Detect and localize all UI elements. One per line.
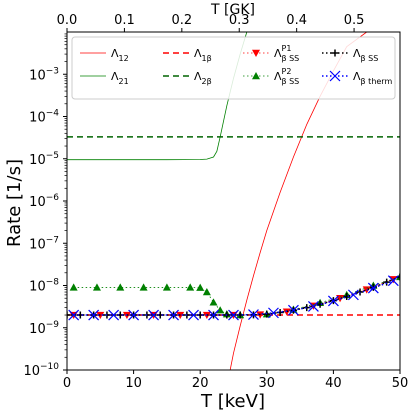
legend-item-LSS: Λβ SS: [322, 47, 378, 63]
legend-label-L21: Λ21: [111, 70, 129, 86]
legend-item-LP1: ΛP1 β SS: [243, 44, 299, 63]
point-LP2: [162, 283, 171, 291]
x-tick-label: 30: [259, 376, 276, 391]
x-tick-label: 50: [392, 376, 409, 391]
point-LP2: [216, 306, 225, 314]
legend-item-LP2: ΛP2 β SS: [243, 67, 299, 86]
top-x-axis-title: T [GK]: [210, 2, 255, 18]
series-group: [67, 32, 400, 370]
x-tick-label: 40: [325, 376, 342, 391]
point-Lth: [68, 309, 80, 321]
point-LP2: [186, 283, 195, 291]
point-Lth: [108, 309, 120, 321]
point-Lth: [248, 309, 259, 321]
point-LP2: [69, 283, 78, 291]
point-LP2: [196, 283, 205, 291]
legend-label-L12: Λ12: [111, 47, 129, 63]
point-LSS: [67, 311, 71, 319]
point-Lth: [188, 309, 199, 321]
series-line-Lth: [73, 279, 394, 316]
point-LP1: [282, 308, 291, 316]
legend-label-L2b: Λ2β: [194, 70, 212, 86]
y-tick-label: 10−3: [29, 66, 59, 83]
point-Lth: [347, 289, 359, 301]
top-x-tick-label: 0.4: [286, 13, 307, 28]
point-Lth: [327, 295, 339, 307]
point-Lth: [208, 309, 219, 321]
x-axis-title: T [keV]: [200, 391, 265, 412]
legend-label-Lth: Λβ therm: [353, 70, 392, 86]
series-line-LP2: [73, 276, 400, 316]
y-tick-label: 10−9: [29, 320, 59, 337]
legend-marker-LP1: [252, 49, 260, 57]
point-Lth: [228, 309, 239, 321]
legend-box: [71, 36, 396, 100]
y-tick-label: 10−5: [29, 151, 59, 168]
y-tick-label: 10−7: [29, 235, 59, 252]
point-Lth: [288, 304, 299, 316]
legend-label-LSS: Λβ SS: [353, 47, 378, 63]
legend-item-L1b: Λ1β: [163, 47, 212, 63]
point-LP2: [92, 283, 101, 291]
point-Lth: [387, 275, 399, 287]
plot-area: [67, 32, 400, 370]
legend-marker-Lth: [329, 70, 341, 82]
point-Lth: [128, 309, 140, 321]
legend-marker-LSS: [331, 49, 339, 57]
point-Lth: [307, 300, 319, 312]
point-Lth: [268, 307, 279, 319]
y-tick-label: 10−10: [23, 362, 59, 379]
legend-label-LP2: ΛP2 β SS: [274, 67, 299, 86]
y-axis-title: Rate [1/s]: [4, 159, 25, 247]
legend-item-L2b: Λ2β: [163, 70, 212, 86]
point-LSS: [303, 304, 311, 312]
axes: 0 10 20 30 40 50 0.0 0.1 0.2 0.3 0.4 0.5 10−10 10−9 10…: [23, 13, 408, 391]
legend-label-LP1: ΛP1 β SS: [274, 44, 299, 63]
point-Lth: [367, 282, 379, 294]
legend-item-Lth: Λβ therm: [322, 70, 392, 86]
x-tick-label: 0: [63, 376, 71, 391]
y-tick-label: 10−4: [29, 109, 59, 126]
point-LP2: [202, 288, 211, 296]
legend-marker-LP2: [252, 72, 260, 80]
point-LSS: [383, 278, 391, 286]
point-LP2: [116, 283, 125, 291]
legend-item-L12: Λ12: [80, 47, 129, 63]
top-x-tick-label: 0.5: [344, 13, 365, 28]
y-tick-label: 10−6: [29, 193, 59, 210]
legend-item-L21: Λ21: [80, 70, 129, 86]
series-Lth: [68, 275, 399, 321]
x-tick-label: 20: [192, 376, 209, 391]
point-LP2: [139, 283, 148, 291]
legend: Λ12 Λ1β ΛP1 β SS Λβ SS Λ21 Λ2β ΛP2 β SS Λβ therm: [71, 36, 396, 100]
y-tick-label: 10−8: [29, 278, 59, 295]
point-LSS: [316, 300, 324, 308]
legend-label-L1b: Λ1β: [194, 47, 212, 63]
top-x-tick-label: 0.3: [229, 13, 250, 28]
top-x-tick-label: 0.0: [57, 13, 78, 28]
x-tick-label: 10: [125, 376, 142, 391]
top-x-tick-label: 0.1: [114, 13, 135, 28]
point-Lth: [88, 309, 100, 321]
point-LP2: [209, 298, 218, 306]
top-x-tick-label: 0.2: [171, 13, 192, 28]
point-Lth: [168, 309, 179, 321]
point-Lth: [148, 309, 160, 321]
